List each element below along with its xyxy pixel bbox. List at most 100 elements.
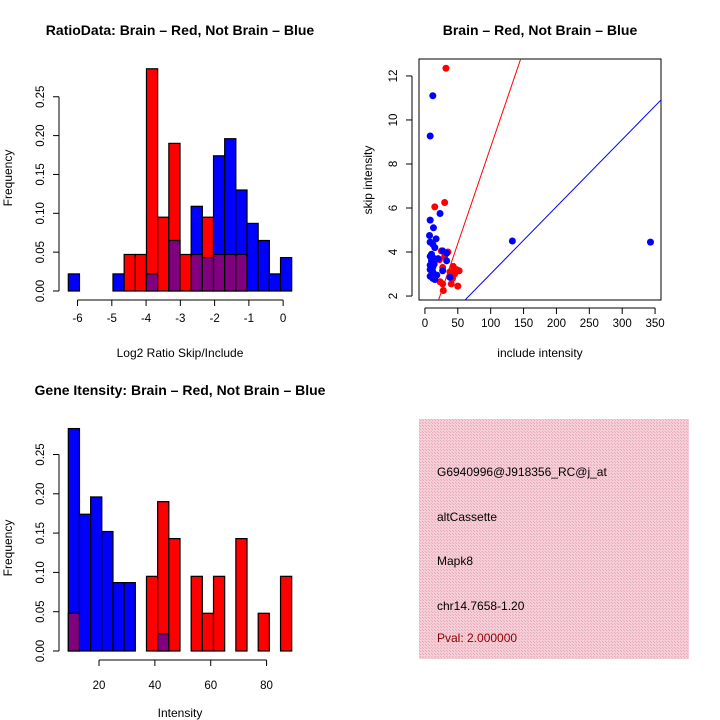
bar-brain <box>257 612 270 652</box>
point-not-brain <box>446 273 454 281</box>
y-tick-label: 0.10 <box>35 202 47 224</box>
y-tick-label: 2 <box>388 293 400 299</box>
point-brain <box>431 203 439 211</box>
y-tick-label: 10 <box>388 114 400 127</box>
info-panel: G6940996@J918356_RC@j_at altCassette Map… <box>419 419 689 659</box>
bar-overlap <box>224 253 237 292</box>
y-tick-label: 0.25 <box>35 443 47 465</box>
point-not-brain <box>443 257 451 265</box>
point-not-brain <box>430 260 438 268</box>
bar-brain <box>168 538 181 652</box>
point-brain <box>439 280 447 288</box>
point-brain <box>447 280 455 288</box>
y-tick-label: 0.05 <box>35 241 47 263</box>
fit-line-blue <box>464 99 661 300</box>
bar-overlap <box>157 633 170 652</box>
plot-box <box>418 58 662 301</box>
bar-not-brain <box>112 582 125 652</box>
bar-overlap <box>168 239 181 292</box>
bar-brain <box>145 575 159 652</box>
bar-brain <box>134 253 148 292</box>
x-axis-label: Log2 Ratio Skip/Include <box>117 346 244 360</box>
y-tick-label: 0.20 <box>35 483 47 505</box>
point-not-brain <box>426 132 434 140</box>
bar-overlap <box>190 253 203 292</box>
y-axis-label: Frequency <box>1 520 15 577</box>
x-tick-label: 250 <box>580 318 599 330</box>
y-tick-label: 0.15 <box>35 163 47 185</box>
point-brain <box>442 64 450 72</box>
bar-not-brain <box>123 582 136 652</box>
x-tick-label: -3 <box>175 313 185 325</box>
bar-overlap <box>67 612 81 652</box>
x-tick-label: 150 <box>514 318 533 330</box>
event-type: altCassette <box>437 510 497 524</box>
bar-brain <box>279 575 293 652</box>
gene-name: Mapk8 <box>437 554 473 568</box>
point-not-brain <box>439 267 447 275</box>
bar-not-brain <box>246 222 259 292</box>
bar-not-brain <box>78 513 92 652</box>
y-tick-label: 0.15 <box>35 522 47 544</box>
scatter-chart: Brain – Red, Not Brain – Blue include int… <box>361 22 665 360</box>
point-not-brain <box>429 92 437 100</box>
bar-not-brain <box>101 530 114 652</box>
x-tick-label: -2 <box>209 313 219 325</box>
x-tick-label: -5 <box>107 313 117 325</box>
x-tick-label: 0 <box>280 313 286 325</box>
genomic-location: chr14.7658-1.20 <box>437 599 525 613</box>
y-axis-label: Frequency <box>1 150 15 207</box>
bar-brain <box>157 501 170 652</box>
point-not-brain <box>434 255 442 263</box>
x-tick-label: -4 <box>141 313 152 325</box>
x-tick-label: 300 <box>613 318 632 330</box>
point-not-brain <box>426 216 434 224</box>
bar-not-brain <box>279 256 293 292</box>
bar-brain <box>123 253 136 292</box>
chart-title: Gene Itensity: Brain – Red, Not Brain – … <box>35 382 326 398</box>
bar-brain <box>235 538 248 652</box>
bar-brain <box>212 575 226 652</box>
x-tick-label: 20 <box>93 680 106 692</box>
x-tick-label: 50 <box>451 318 464 330</box>
x-tick-label: 350 <box>645 318 664 330</box>
bar-not-brain <box>90 496 103 652</box>
y-tick-label: 12 <box>388 70 400 83</box>
y-tick-label: 0.00 <box>35 640 47 662</box>
y-tick-label: 4 <box>388 248 400 255</box>
bar-brain <box>179 253 192 292</box>
y-tick-label: 0.20 <box>35 124 47 146</box>
bar-overlap <box>212 253 226 292</box>
bar-brain <box>201 612 215 652</box>
bar-overlap <box>201 256 215 292</box>
point-not-brain <box>427 250 435 258</box>
point-not-brain <box>508 237 516 245</box>
y-axis-label: skip intensity <box>361 146 375 215</box>
y-tick-label: 0.05 <box>35 601 47 623</box>
point-not-brain <box>646 238 654 246</box>
bar-overlap <box>145 273 159 292</box>
bar-not-brain <box>268 273 282 292</box>
probe-id: G6940996@J918356_RC@j_at <box>437 465 607 479</box>
info-panel-background <box>419 419 689 659</box>
point-not-brain <box>436 210 444 218</box>
point-not-brain <box>431 244 439 252</box>
y-tick-label: 0.00 <box>35 280 47 302</box>
point-brain <box>439 287 447 295</box>
point-not-brain <box>426 232 434 240</box>
bar-brain <box>157 216 170 292</box>
y-tick-label: 0.25 <box>35 86 47 108</box>
bar-not-brain <box>112 273 125 292</box>
x-tick-label: 200 <box>547 318 566 330</box>
point-not-brain <box>431 276 439 284</box>
x-tick-label: 0 <box>422 318 428 330</box>
chart-title: RatioData: Brain – Red, Not Brain – Blue <box>46 22 315 38</box>
x-tick-label: 40 <box>148 680 161 692</box>
bar-brain <box>145 68 159 292</box>
point-brain <box>441 198 449 206</box>
point-not-brain <box>443 249 451 257</box>
point-not-brain <box>429 224 437 232</box>
x-axis-label: Intensity <box>158 706 203 720</box>
